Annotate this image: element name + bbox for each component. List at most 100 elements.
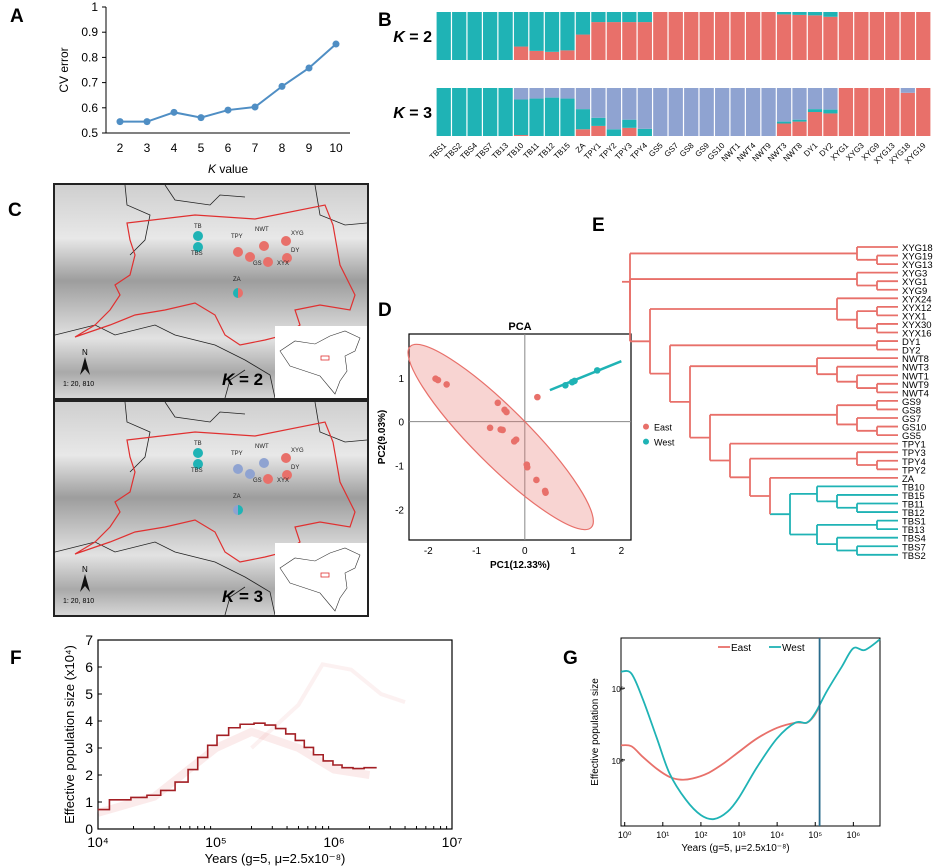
legend-label-west: West [654,438,675,448]
admixture-bar-segment [452,88,467,136]
china-outline [279,330,361,395]
admixture-bar-segment [730,88,745,136]
y-tick-label: 0.9 [81,25,98,39]
study-area-inset [320,572,330,578]
admixture-bar-segment [854,12,869,60]
cv-error-point [278,82,286,90]
tree-leaf-label: TBS2 [902,551,926,562]
tree-leaf-label: TPY3 [902,448,926,459]
admixture-bar-segment [745,88,761,136]
admixture-bar-segment [591,12,606,23]
north-arrow-icon [80,357,90,375]
map-overlay: TB TBS TPY NWT XYG GS DY XYX ZA N 1: 20, 810 [55,402,367,615]
admixture-bar-segment [916,12,931,60]
y-axis-label: Effective population size (x10⁴) [62,645,77,824]
cv-error-point [305,64,313,72]
site-label: TPY [231,234,243,240]
map-k3: TB TBS TPY NWT XYG GS DY XYX ZA N 1: 20, 810 K = 3 [53,400,369,617]
x-tick-label: 2 [619,546,625,557]
admixture-bar-segment [622,22,637,60]
x-tick-label: 8 [279,141,286,155]
y-tick-label: 0.6 [81,101,98,115]
cv-error-point [116,118,124,126]
admixture-bar-segment [776,88,792,122]
x-tick-label: 0 [522,546,528,557]
admixture-bar-segment [684,88,699,136]
x-tick-label: 10⁴ [87,834,109,850]
admixture-bar-segment [591,88,606,118]
admixture-bar-segment [823,113,838,136]
map-scale-label: 1: 20, 810 [63,381,94,388]
pca-chart: PCA -2 -1 0 1 2 -2 -1 0 1 PC1(12.33%) PC2(9.03%) Eas… [377,321,675,570]
tree-leaf-label: NWT3 [902,363,929,374]
site-marker-za [233,288,238,298]
admixture-bar-segment [684,12,699,60]
site-marker-za [238,505,243,515]
site-marker-dy [282,470,292,480]
admixture-bar-segment [776,123,792,136]
y-tick-label: -1 [395,461,404,472]
x-tick-label: 9 [306,141,313,155]
north-arrow-icon [80,574,90,592]
admixture-bar-segment [483,88,498,136]
admixture-bar-segment [838,88,854,136]
x-axis-label: Years (g=5, μ=2.5x10⁻⁸) [205,851,346,866]
pca-title: PCA [508,321,531,333]
admixture-bar-segment [823,88,838,110]
site-marker-xyx [263,257,273,267]
admixture-bar-segment [467,88,482,136]
tree-leaf-label: XYG9 [902,286,927,297]
smc-line-west [620,638,881,821]
admixture-bar-segment [776,14,792,60]
tree-leaf-label: XYG18 [902,243,933,254]
admixture-bar-segment [606,22,622,60]
admixture-bar-segment [498,88,513,136]
x-tick-label: 7 [252,141,259,155]
admixture-bar-segment [436,88,451,136]
cv-error-point [332,40,340,48]
admixture-bar-segment [869,88,884,136]
x-tick-label: 10³ [733,830,746,840]
tree-leaf-label: NWT8 [902,354,929,365]
admixture-bar-segment [513,12,529,47]
pca-point-west [571,377,578,385]
tree-leaf-label: ZA [902,474,915,485]
plot-frame [97,639,453,830]
tree-leaf-label: TPY4 [902,457,926,468]
pca-point-east [434,376,442,384]
legend-marker-east [643,423,649,430]
province-border [55,402,367,615]
sample-label: TB13 [490,141,510,161]
admixture-bar-segment [529,50,544,60]
sample-label: GS5 [647,141,665,159]
admixture-bar-segment [838,12,854,60]
site-marker-nwt [259,458,269,468]
bootstrap-band [250,662,406,750]
y-tick-label: 7 [85,632,93,648]
admixture-bar-segment [575,109,591,130]
tree-leaf-label: XYG3 [902,269,927,280]
admixture-bar-segment [591,125,606,136]
tree-leaf-label: TB13 [902,525,925,536]
y-tick-label: 0.8 [81,50,98,64]
pca-point-east [512,436,520,443]
admixture-bar-segment [761,12,776,60]
x-tick-label: 4 [171,141,178,155]
tree-leaf-label: TB11 [902,500,924,511]
tree-leaf-label: XYG13 [902,260,933,271]
admixture-bar-segment [606,12,622,23]
x-axis-label: K value [208,162,248,176]
admixture-bar-segment [807,88,823,110]
admixture-bar-segment [792,119,807,122]
site-label: NWT [255,444,269,450]
admixture-bar-segment [885,88,900,136]
site-marker-nwt [259,241,269,251]
admixture-bar-segment [730,12,745,60]
site-marker-tb [193,231,203,241]
site-label: ZA [233,494,241,500]
sample-label: TB10 [506,141,526,161]
y-axis-label: Effective population size [590,678,601,786]
admixture-bar-segment [807,12,823,16]
site-marker-gs [245,252,255,262]
admixture-bar-segment [869,12,884,60]
